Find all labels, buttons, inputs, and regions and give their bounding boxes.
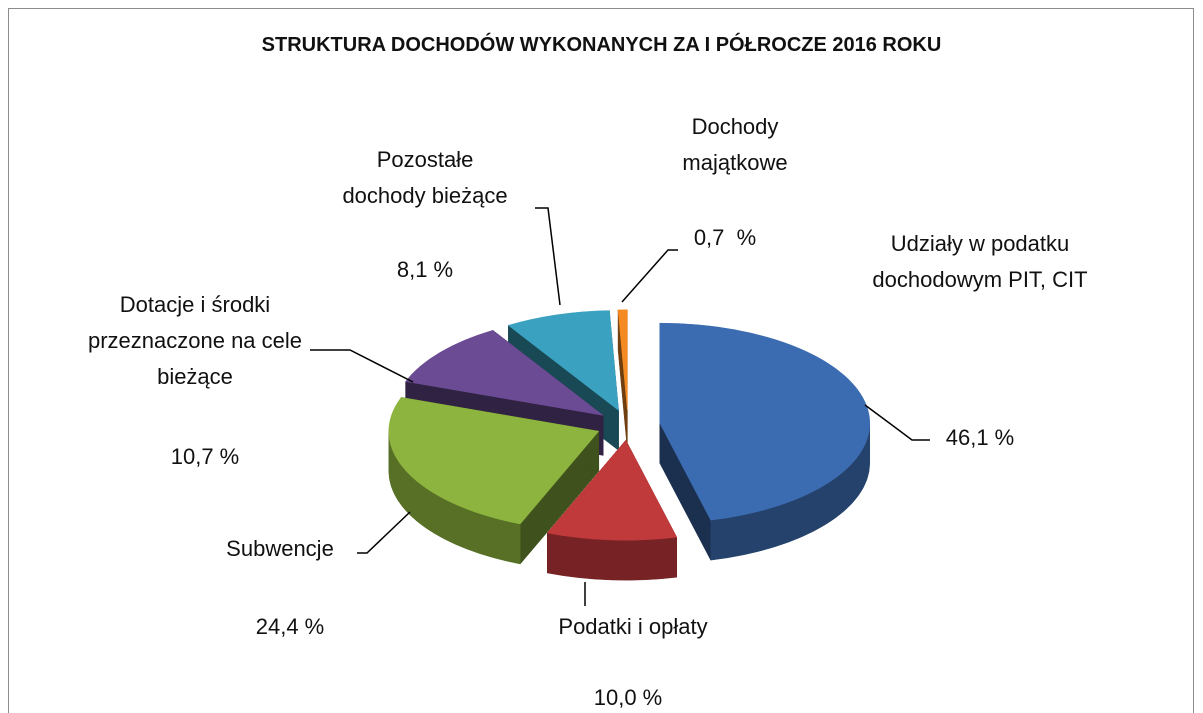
value-label: 10,7 % <box>170 444 240 469</box>
slice-top <box>546 439 678 541</box>
leader-line <box>621 249 678 303</box>
slice <box>546 439 678 581</box>
leader-line <box>535 207 561 306</box>
value-label: 8,1 % <box>396 257 454 282</box>
frame <box>8 8 1194 713</box>
value-label: 0,7 % <box>693 225 757 250</box>
category-label: Pozostałe dochody bieżące <box>342 147 508 208</box>
chart-title: STRUKTURA DOCHODÓW WYKONANYCH ZA I PÓŁRO… <box>261 34 942 56</box>
leader-line <box>357 511 411 554</box>
slice-top <box>659 322 870 521</box>
category-label: Subwencje <box>226 536 334 561</box>
value-label: 10,0 % <box>593 685 663 710</box>
category-label: Udziały w podatku dochodowym PIT, CIT <box>872 231 1088 292</box>
leader-line <box>864 404 930 441</box>
leader-line <box>310 349 414 383</box>
slice-top <box>617 309 628 410</box>
slice <box>617 309 628 450</box>
slice <box>659 322 871 561</box>
category-label: Dochody majątkowe <box>682 114 788 175</box>
value-label: 46,1 % <box>945 425 1015 450</box>
category-label: Podatki i opłaty <box>558 614 708 639</box>
value-label: 24,4 % <box>255 614 325 639</box>
slice-top <box>405 330 604 416</box>
slice <box>388 397 600 565</box>
category-label: Dotacje i środki przeznaczone na cele bi… <box>87 292 309 389</box>
slice-top <box>388 397 600 525</box>
slice-top <box>507 310 619 411</box>
